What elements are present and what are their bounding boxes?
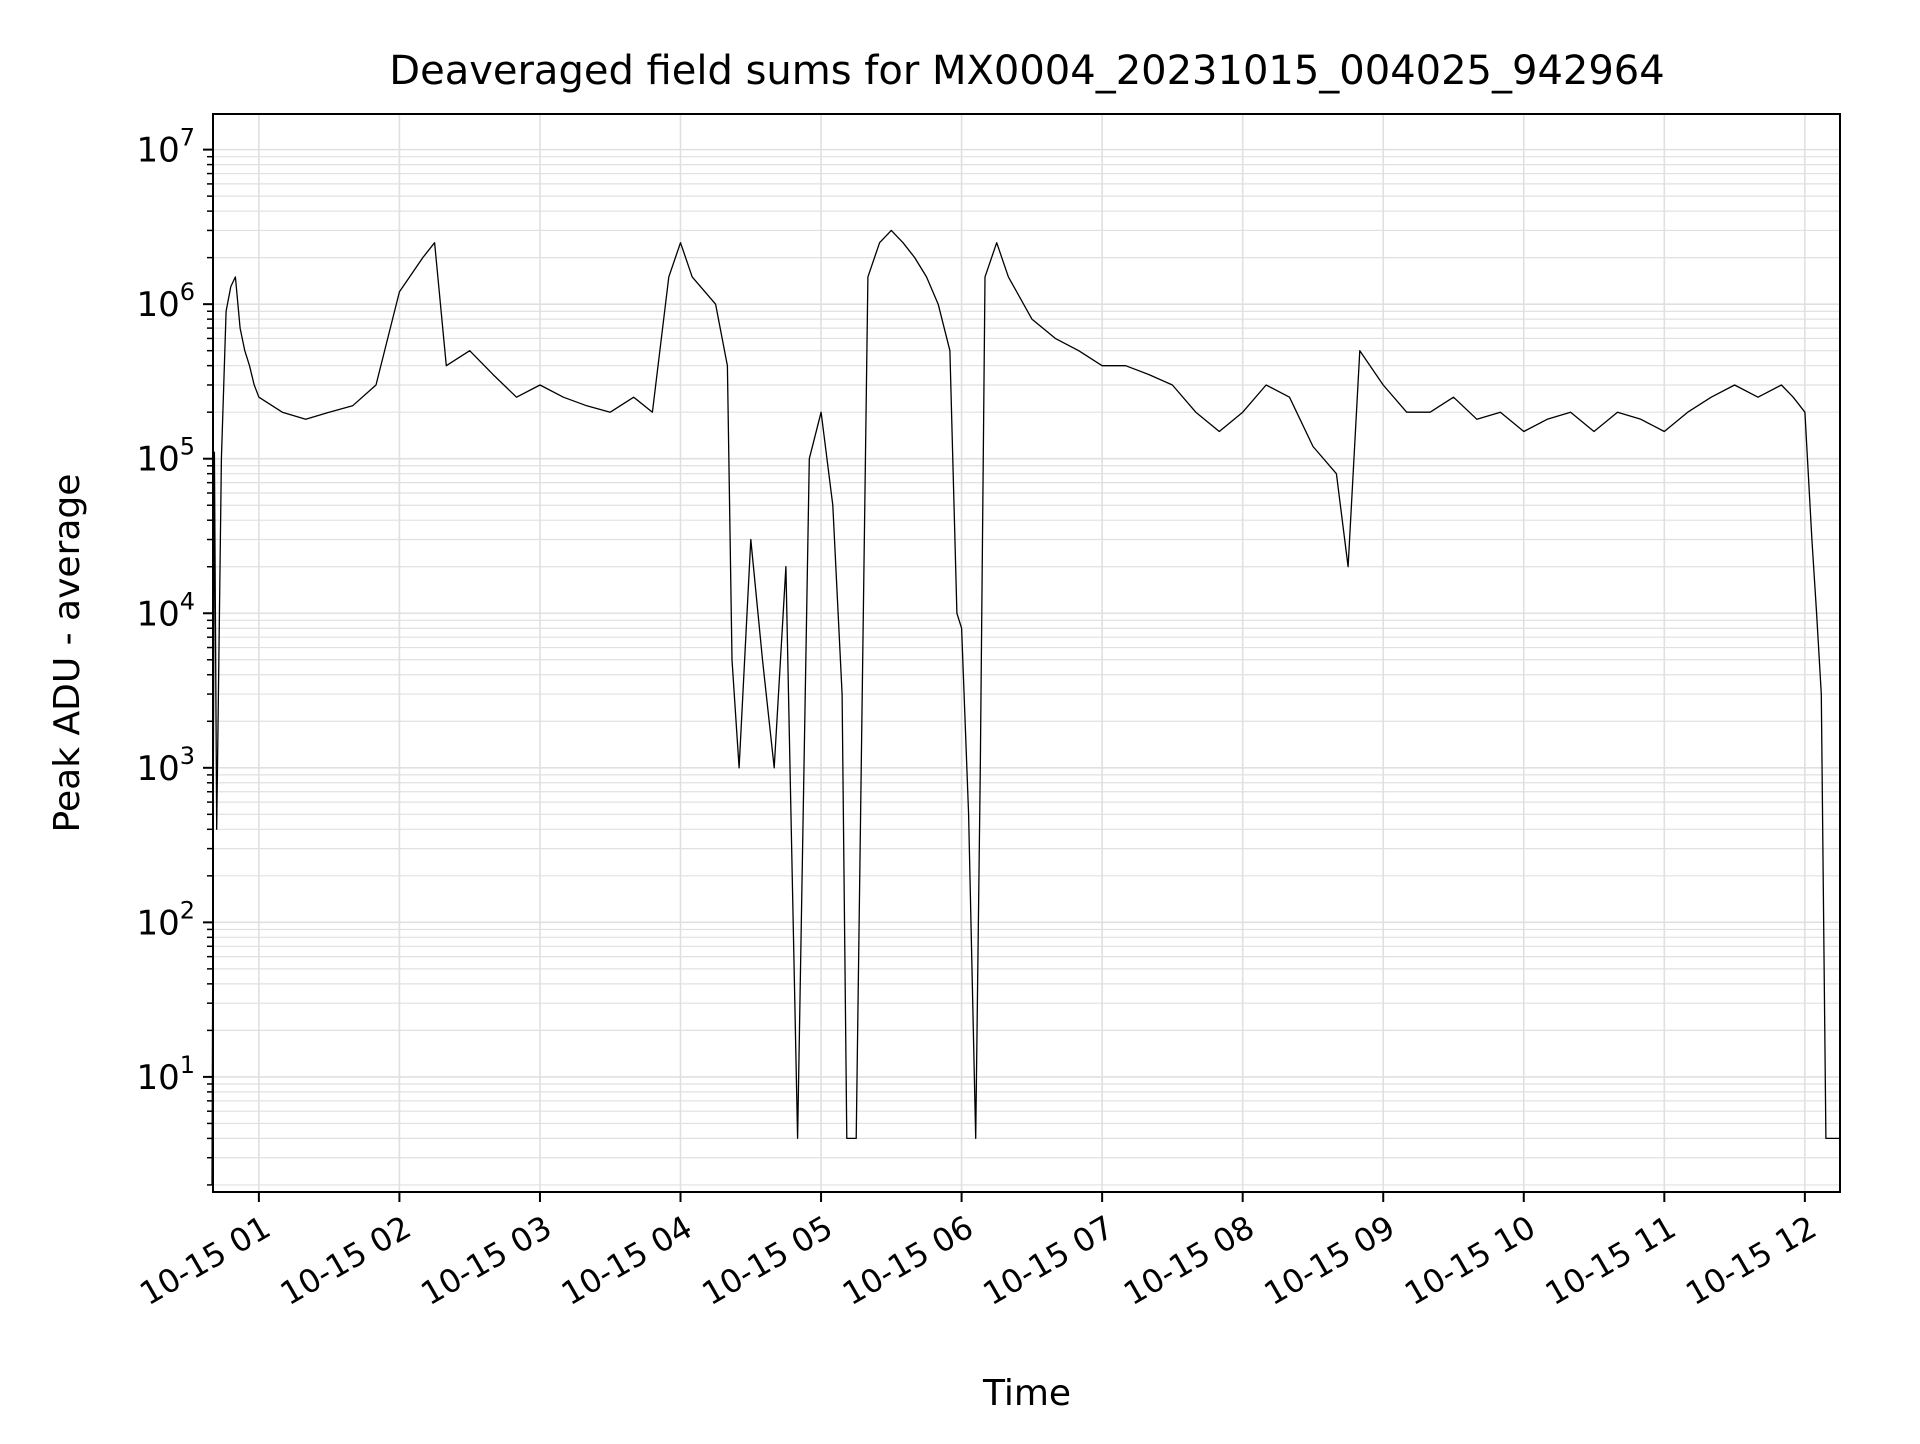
- y-tick-label: 103: [136, 742, 195, 789]
- grid-lines: [213, 114, 1840, 1192]
- y-tick-label: 102: [136, 896, 195, 943]
- y-axis-ticks: 101 102 103 104 105 106 107: [136, 124, 213, 1186]
- series-line: [211, 229, 1840, 1185]
- y-tick-label: 105: [136, 433, 195, 480]
- y-axis-label: Peak ADU - average: [47, 474, 88, 833]
- series-layer: [211, 229, 1840, 1185]
- x-axis-label: Time: [982, 1373, 1071, 1414]
- y-tick-label: 106: [136, 278, 195, 325]
- plot-frame: [212, 113, 1841, 1193]
- y-tick-label: 104: [136, 587, 195, 634]
- y-tick-label: 107: [136, 124, 195, 171]
- chart-title: Deaveraged field sums for MX0004_2023101…: [389, 48, 1664, 94]
- y-tick-label: 101: [136, 1051, 195, 1098]
